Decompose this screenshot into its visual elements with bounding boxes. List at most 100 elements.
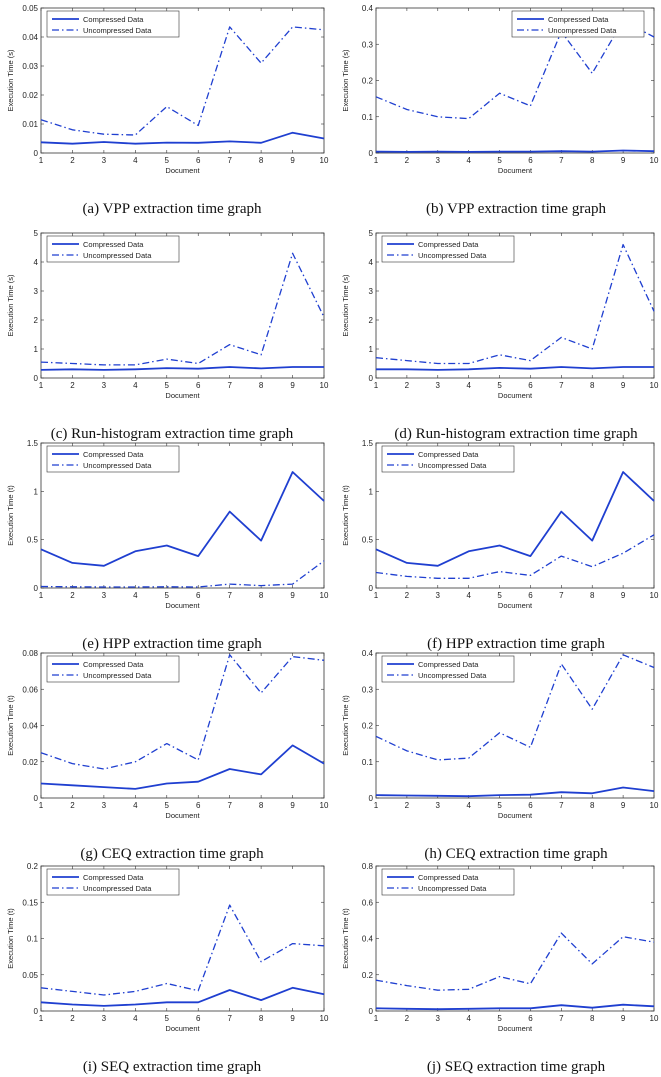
legend-entry: Uncompressed Data	[83, 251, 152, 260]
legend-entry: Compressed Data	[418, 873, 479, 882]
x-tick-label: 3	[102, 1014, 107, 1023]
x-tick-label: 6	[528, 591, 533, 600]
x-tick-label: 7	[227, 591, 232, 600]
x-tick-label: 10	[650, 381, 659, 390]
x-tick-label: 7	[227, 801, 232, 810]
x-tick-label: 5	[165, 591, 170, 600]
x-tick-label: 2	[70, 801, 75, 810]
y-axis-label: Execution Time (t)	[6, 485, 15, 546]
x-tick-label: 3	[436, 591, 441, 600]
y-axis-label: Execution Time (s)	[6, 49, 15, 112]
y-tick-label: 0.05	[22, 4, 38, 13]
chart-b: 1 2 3 4 5 6 7 8 9 10 0 0.1 0.2 0.3 0.4 Document Executio…	[341, 4, 659, 217]
x-tick-label: 1	[39, 801, 44, 810]
y-tick-label: 0.4	[362, 4, 374, 13]
y-tick-label: 0.4	[362, 935, 374, 944]
legend-box	[46, 868, 180, 896]
x-tick-label: 4	[133, 156, 138, 165]
legend-entry: Compressed Data	[418, 450, 479, 459]
series-line-uncompressed	[375, 534, 655, 579]
y-tick-label: 0	[34, 794, 39, 803]
x-tick-label: 2	[405, 591, 410, 600]
y-tick-label: 3	[34, 287, 39, 296]
y-tick-label: 0.02	[22, 91, 38, 100]
x-tick-label: 8	[259, 801, 264, 810]
x-tick-label: 1	[39, 156, 44, 165]
x-tick-label: 10	[650, 156, 659, 165]
x-tick-label: 8	[590, 591, 595, 600]
x-tick-label: 8	[590, 156, 595, 165]
x-tick-label: 4	[466, 156, 471, 165]
y-tick-label: 0.4	[362, 649, 374, 658]
x-tick-label: 7	[559, 591, 564, 600]
legend: Compressed Data Uncompressed Data	[511, 10, 645, 38]
x-tick-label: 6	[196, 381, 201, 390]
x-tick-label: 4	[133, 1014, 138, 1023]
x-axis-label: Document	[165, 391, 200, 400]
y-tick-label: 0.05	[22, 971, 38, 980]
y-tick-label: 2	[369, 316, 374, 325]
legend-entry: Compressed Data	[83, 450, 144, 459]
x-tick-label: 7	[227, 381, 232, 390]
x-tick-label: 7	[227, 1014, 232, 1023]
x-tick-label: 6	[528, 381, 533, 390]
x-tick-label: 5	[165, 156, 170, 165]
x-tick-label: 8	[590, 801, 595, 810]
x-tick-label: 8	[259, 156, 264, 165]
x-axis-label: Document	[165, 811, 200, 820]
legend-box	[46, 445, 180, 473]
y-tick-label: 0.15	[22, 898, 38, 907]
x-tick-label: 1	[39, 591, 44, 600]
y-tick-label: 0	[34, 1007, 39, 1016]
legend: Compressed Data Uncompressed Data	[46, 868, 180, 896]
x-tick-label: 9	[621, 381, 626, 390]
y-axis-label: Execution Time (t)	[6, 695, 15, 756]
y-tick-label: 0.06	[22, 685, 38, 694]
y-axis-label: Execution Time (t)	[341, 485, 350, 546]
x-tick-label: 9	[290, 1014, 295, 1023]
series-line-uncompressed	[40, 252, 325, 366]
chart-i: 1 2 3 4 5 6 7 8 9 10 0 0.05 0.1 0.15 0.2 Document Execut…	[6, 862, 329, 1075]
legend-entry: Compressed Data	[83, 240, 144, 249]
y-tick-label: 0	[369, 1007, 374, 1016]
chart-j: 1 2 3 4 5 6 7 8 9 10 0 0.2 0.4 0.6 0.8 Document Executio…	[341, 862, 659, 1075]
legend-box	[381, 445, 515, 473]
legend-entry: Compressed Data	[548, 15, 609, 24]
legend: Compressed Data Uncompressed Data	[46, 235, 180, 263]
legend: Compressed Data Uncompressed Data	[46, 10, 180, 38]
x-tick-label: 4	[466, 591, 471, 600]
x-tick-label: 1	[374, 801, 379, 810]
series-line-compressed	[40, 471, 325, 567]
legend-entry: Uncompressed Data	[418, 671, 487, 680]
x-tick-label: 2	[70, 591, 75, 600]
y-tick-label: 0.2	[362, 971, 374, 980]
series-line-uncompressed	[40, 26, 325, 136]
x-tick-label: 5	[497, 801, 502, 810]
x-axis-label: Document	[498, 1024, 533, 1033]
y-axis-label: Execution Time (t)	[341, 695, 350, 756]
y-axis-label: Execution Time (s)	[341, 49, 350, 112]
subfigure-caption: (h) CEQ extraction time graph	[424, 846, 608, 862]
legend-entry: Uncompressed Data	[83, 671, 152, 680]
y-tick-label: 5	[34, 229, 39, 238]
x-tick-label: 3	[436, 1014, 441, 1023]
subfigure-caption: (i) SEQ extraction time graph	[83, 1059, 262, 1075]
y-tick-label: 0.04	[22, 722, 38, 731]
series-line-compressed	[375, 149, 655, 153]
x-tick-label: 3	[436, 156, 441, 165]
x-tick-label: 4	[133, 591, 138, 600]
x-tick-label: 6	[196, 591, 201, 600]
x-tick-label: 5	[165, 801, 170, 810]
x-tick-label: 10	[320, 156, 329, 165]
series-line-compressed	[40, 986, 325, 1007]
y-tick-label: 0.2	[362, 722, 374, 731]
x-axis-label: Document	[165, 601, 200, 610]
subfigure-caption: (f) HPP extraction time graph	[427, 636, 605, 652]
x-tick-label: 3	[102, 591, 107, 600]
legend-entry: Uncompressed Data	[418, 461, 487, 470]
x-tick-label: 7	[559, 801, 564, 810]
x-tick-label: 8	[259, 591, 264, 600]
x-tick-label: 3	[102, 801, 107, 810]
y-tick-label: 0	[369, 794, 374, 803]
